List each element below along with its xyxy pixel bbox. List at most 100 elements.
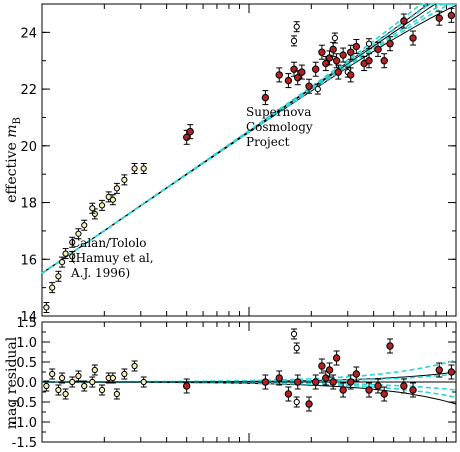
bottom-open-point (62, 390, 69, 398)
top-open-point (75, 230, 82, 237)
bottom-open-point (98, 386, 106, 394)
top-axis-ticks: 14 16 18 20 22 24 (20, 3, 456, 325)
bottom-open-point (131, 362, 138, 370)
bottom-open-point (290, 330, 298, 338)
bottom-open-point (49, 370, 56, 378)
top-supernova-point (298, 68, 306, 76)
top-supernova-point (347, 71, 355, 79)
bottom-supernova-point (447, 368, 456, 376)
bottom-model-curve-solid (42, 371, 457, 383)
bottom-y-tick-label: 1.0 (16, 336, 37, 351)
bottom-open-point (109, 374, 116, 382)
bottom-supernova-point (332, 354, 341, 362)
top-open-point (131, 165, 138, 172)
bottom-supernova-point (380, 390, 388, 398)
bottom-y-tick-label: 0.5 (16, 356, 37, 371)
top-open-point (121, 176, 128, 183)
bottom-supernova-point (435, 366, 443, 374)
top-supernova-point (332, 57, 341, 65)
top-open-point (81, 222, 88, 229)
bottom-supernova-point (365, 386, 373, 394)
top-supernova-point (339, 51, 347, 59)
supernova-line-1: Supernova (246, 105, 311, 119)
top-y-tick-label: 18 (20, 197, 37, 212)
bottom-y-tick-label: 1.5 (16, 316, 37, 331)
bottom-model-curve-dashed (42, 381, 457, 391)
top-supernova-point (275, 71, 283, 79)
bottom-supernova-point (284, 390, 293, 398)
top-supernova-point (374, 45, 382, 54)
supernova-line-3: Project (246, 135, 290, 149)
bottom-y-tick-label: 0.0 (16, 376, 37, 391)
bottom-open-point (293, 398, 300, 406)
top-open-point (55, 273, 62, 280)
top-y-tick-label: 16 (20, 253, 37, 268)
bottom-supernova-point (409, 386, 417, 394)
top-open-point (49, 284, 56, 291)
bottom-y-tick-label: -0.5 (12, 396, 37, 411)
top-open-point (109, 196, 116, 203)
top-supernova-point (380, 57, 388, 65)
bottom-supernova-point (275, 374, 283, 382)
top-supernova-point (329, 45, 337, 54)
top-supernova-point (409, 34, 417, 42)
top-supernova-point (290, 65, 298, 73)
top-supernova-point (334, 68, 342, 76)
top-open-point (293, 23, 300, 30)
top-open-point (105, 193, 112, 200)
bottom-model-curve-dashed (42, 381, 457, 398)
top-supernova-point (294, 74, 302, 82)
top-open-point (365, 40, 373, 47)
bottom-supernova-point (318, 362, 326, 370)
bottom-supernova-point (305, 400, 313, 408)
top-supernova-point (352, 42, 361, 51)
bottom-open-point (89, 378, 96, 386)
bottom-axis-ticks: -1.5 -1.0 -0.5 0.0 0.5 1.0 1.5 (12, 316, 456, 451)
top-supernova-point (261, 93, 270, 102)
bottom-supernova-point (352, 370, 361, 378)
bottom-panel: -1.5 -1.0 -0.5 0.0 0.5 1.0 1.5 mag residual (4, 316, 457, 451)
top-supernova-point (318, 48, 326, 56)
top-supernova-point (400, 17, 408, 25)
top-y-tick-label: 24 (20, 26, 37, 41)
bottom-open-point (75, 372, 82, 380)
top-supernova-point (447, 11, 456, 20)
top-y-tick-label: 20 (20, 140, 37, 155)
bottom-supernova-point (294, 378, 302, 386)
bottom-open-point (81, 382, 88, 390)
bottom-open-point (58, 374, 66, 382)
top-supernova-point (322, 59, 330, 68)
top-panel: 14 16 18 20 22 24 effective mB Supernova Cosm… (4, 3, 457, 325)
top-supernova-point (347, 48, 355, 56)
bottom-open-point (140, 378, 147, 386)
bottom-supernova-point (329, 378, 337, 386)
top-y-tick-label: 22 (20, 83, 37, 98)
bottom-open-point (69, 378, 76, 386)
top-model-curves (41, 3, 457, 275)
bottom-supernova-point (311, 378, 320, 386)
calan-line-2: (Hamuy et al, (71, 251, 154, 265)
bottom-supernova-point (386, 342, 394, 350)
top-open-point (89, 205, 96, 212)
calan-tololo-annotation: Calan/Tololo (Hamuy et al, A.J. 1996) (70, 236, 154, 280)
top-open-point (331, 34, 338, 42)
top-supernova-point (325, 54, 334, 62)
bottom-supernova-point (374, 382, 382, 390)
bottom-open-point (91, 366, 98, 374)
bottom-data-points (43, 328, 456, 412)
top-supernova-point (435, 14, 443, 22)
top-y-axis-title-sub: B (12, 117, 23, 124)
top-open-point (290, 37, 298, 44)
supernova-annotation: Supernova Cosmology Project (246, 105, 313, 149)
top-supernova-point (386, 40, 394, 48)
top-open-point (58, 259, 66, 266)
bottom-supernova-point (322, 374, 330, 382)
bottom-supernova-point (182, 382, 191, 390)
top-open-point (113, 185, 120, 192)
top-open-point (98, 202, 106, 209)
bottom-supernova-point (347, 378, 355, 386)
top-open-point (91, 210, 98, 217)
top-supernova-point (186, 127, 194, 136)
bottom-supernova-point (400, 382, 408, 390)
top-open-point (140, 165, 147, 172)
